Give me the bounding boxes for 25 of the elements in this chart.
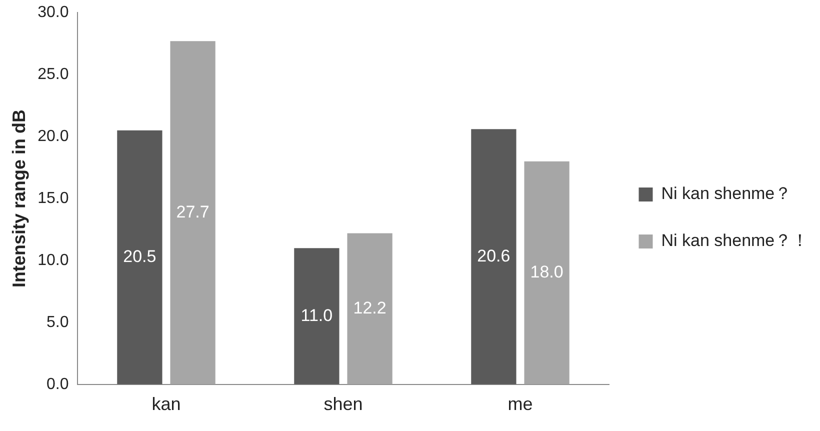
legend-label: Ni kan shenme？！	[661, 231, 809, 250]
data-label: 12.2	[353, 298, 386, 318]
bar	[524, 161, 570, 384]
bar	[170, 41, 216, 384]
y-tick-label: 20.0	[38, 128, 69, 145]
data-label: 20.5	[123, 247, 156, 266]
x-tick-label: shen	[324, 394, 363, 414]
data-label: 20.6	[477, 246, 510, 266]
data-label: 11.0	[300, 306, 333, 325]
legend-label: Ni kan shenme？	[661, 184, 792, 204]
y-tick-label: 5.0	[46, 314, 69, 331]
bar	[294, 248, 340, 384]
y-tick-label: 25.0	[38, 66, 69, 83]
bar	[347, 233, 392, 384]
data-label: 27.7	[176, 202, 210, 222]
x-tick-label: me	[508, 394, 533, 414]
y-tick-label: 15.0	[38, 190, 69, 207]
y-tick-label: 0.0	[46, 376, 69, 393]
x-tick-label: kan	[152, 394, 181, 414]
y-axis-title: Intensity range in dB	[8, 109, 29, 288]
bar	[117, 130, 162, 384]
bar	[471, 129, 516, 384]
y-tick-label: 30.0	[38, 4, 69, 22]
data-label: 18.0	[530, 262, 564, 282]
y-tick-label: 10.0	[38, 252, 69, 269]
